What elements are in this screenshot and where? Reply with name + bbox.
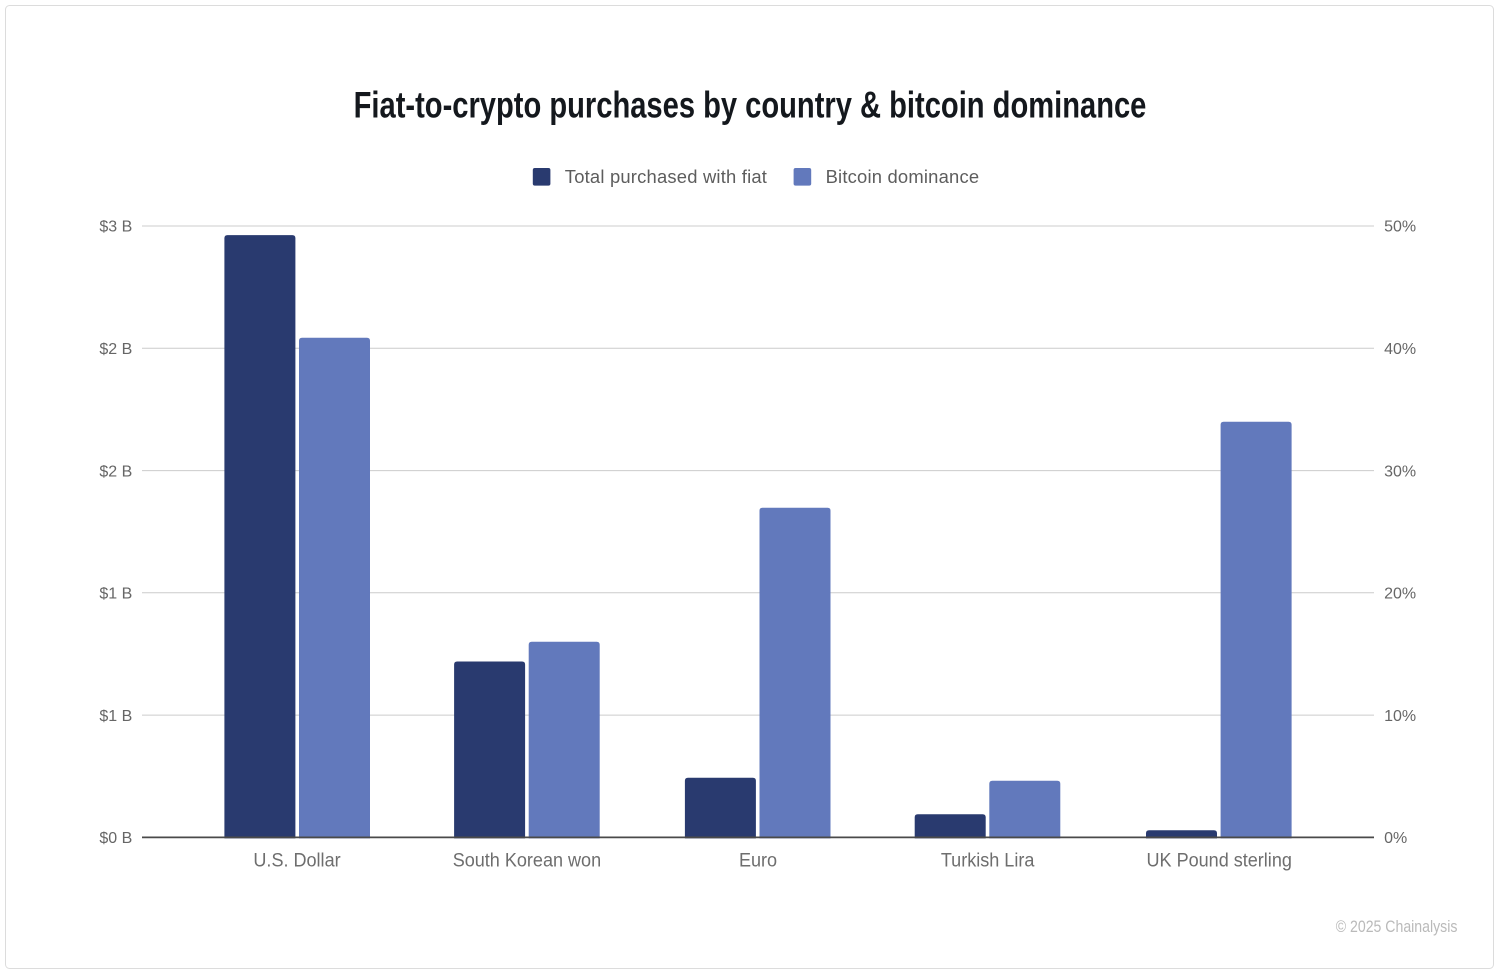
svg-text:10%: 10% — [1384, 708, 1416, 725]
svg-text:20%: 20% — [1384, 586, 1416, 603]
svg-text:Turkish Lira: Turkish Lira — [941, 849, 1035, 871]
svg-text:30%: 30% — [1384, 463, 1416, 480]
svg-text:© 2025 Chainalysis: © 2025 Chainalysis — [1336, 918, 1458, 936]
svg-text:Euro: Euro — [739, 849, 777, 871]
svg-text:$3 B: $3 B — [99, 219, 132, 236]
svg-text:Bitcoin dominance: Bitcoin dominance — [826, 166, 980, 187]
svg-text:0%: 0% — [1384, 830, 1407, 847]
svg-text:$2 B: $2 B — [99, 341, 132, 358]
svg-text:UK Pound sterling: UK Pound sterling — [1147, 849, 1292, 871]
svg-text:50%: 50% — [1384, 219, 1416, 236]
svg-text:Fiat-to-crypto purchases by co: Fiat-to-crypto purchases by country & bi… — [354, 85, 1147, 126]
svg-text:$1 B: $1 B — [99, 586, 132, 603]
svg-text:$1 B: $1 B — [99, 708, 132, 725]
svg-text:Total purchased with fiat: Total purchased with fiat — [565, 166, 767, 187]
svg-text:South Korean won: South Korean won — [453, 849, 601, 871]
svg-text:$2 B: $2 B — [99, 463, 132, 480]
svg-text:40%: 40% — [1384, 341, 1416, 358]
svg-text:U.S. Dollar: U.S. Dollar — [253, 849, 340, 871]
svg-text:$0 B: $0 B — [99, 830, 132, 847]
